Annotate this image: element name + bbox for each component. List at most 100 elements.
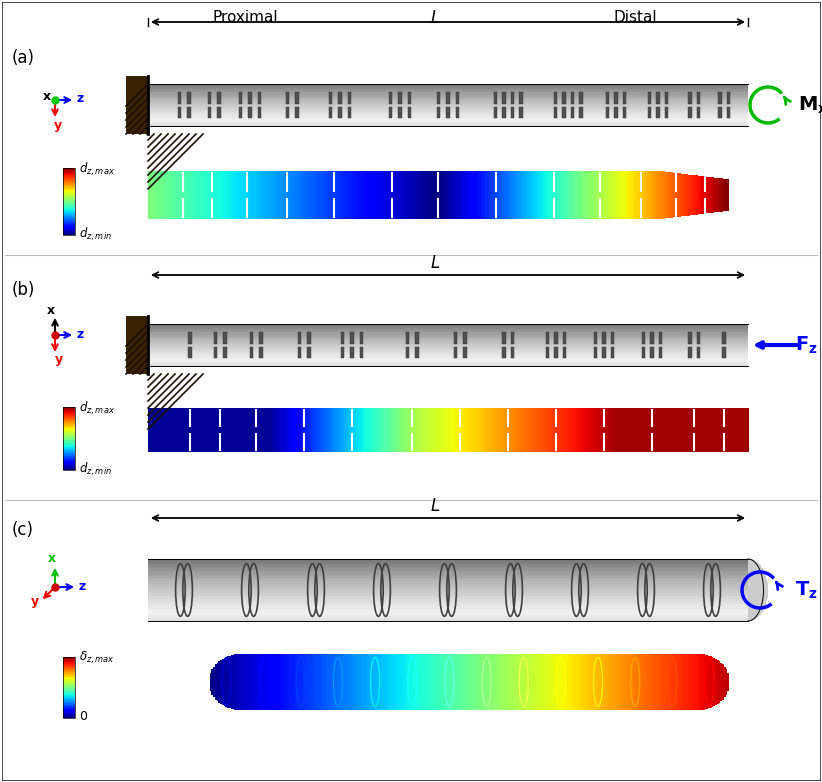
Bar [471,171,473,219]
Bar [148,96,748,98]
Bar [292,408,295,452]
Bar [384,171,387,219]
Bar [718,408,721,452]
Bar [419,654,423,710]
Bar [612,408,615,452]
Bar [718,661,720,703]
Bar [346,408,349,452]
Text: x: x [43,91,51,103]
Bar [519,91,523,103]
Bar [546,654,549,710]
Bar [405,346,409,358]
Bar [304,408,307,452]
Bar [727,673,729,691]
Bar [384,408,387,452]
Bar [148,99,748,101]
Bar [468,408,471,452]
Bar [538,171,542,219]
Bar [148,91,748,92]
Bar [363,171,366,219]
Bar [510,91,514,103]
Bar [664,172,667,218]
Bar [378,654,381,710]
Bar [530,654,533,710]
Bar [148,353,748,354]
Bar [624,654,626,710]
Bar [281,654,284,710]
Bar [716,408,719,452]
Bar [289,654,292,710]
Bar [284,171,286,219]
Bar [712,408,715,452]
Bar [294,654,298,710]
Bar [336,408,339,452]
Bar [389,91,392,103]
Bar [522,408,525,452]
Bar [480,408,483,452]
Bar [571,171,575,219]
Bar [515,171,518,219]
Bar [648,91,651,103]
Bar [710,178,713,213]
Bar [148,357,748,359]
Bar [691,175,695,215]
Bar [248,106,252,118]
Bar [218,171,220,219]
Bar [452,408,455,452]
Bar [258,408,261,452]
Text: z: z [76,92,84,106]
Bar [148,586,748,588]
Bar [511,171,515,219]
Bar [757,562,759,618]
Bar [596,408,599,452]
Bar [162,171,164,219]
Bar [541,654,543,710]
Bar [341,654,344,710]
Bar [226,408,229,452]
Bar [148,605,748,607]
Bar [580,654,584,710]
Bar [413,654,415,710]
Bar [459,171,462,219]
Bar [709,177,712,213]
Bar [436,171,439,219]
Bar [544,408,547,452]
Bar [705,655,709,709]
Bar [434,171,437,219]
Bar [236,408,239,452]
Bar [194,171,197,219]
Bar [672,408,675,452]
Text: (c): (c) [12,521,34,539]
Bar [421,654,424,710]
Bar [477,654,479,710]
Bar [148,113,748,114]
Bar [549,654,552,710]
Bar [690,174,692,215]
Text: (a): (a) [12,49,35,67]
Bar [148,87,748,88]
Bar [148,585,748,587]
Text: z: z [76,328,84,342]
Bar [316,408,319,452]
Bar [570,106,574,118]
Bar [155,171,159,219]
Bar [570,408,573,452]
Bar [148,111,748,113]
Bar [388,408,391,452]
Bar [760,567,762,613]
Bar [312,171,316,219]
Bar [335,654,337,710]
Bar [233,171,236,219]
Bar [639,171,642,219]
Bar [178,106,181,118]
Bar [404,408,407,452]
Bar [724,179,727,211]
Bar [442,408,445,452]
Bar [398,106,402,118]
Bar [492,654,495,710]
Bar [353,654,356,710]
Bar [394,654,396,710]
Bar [501,171,505,219]
Bar [757,563,759,617]
Bar [496,408,499,452]
